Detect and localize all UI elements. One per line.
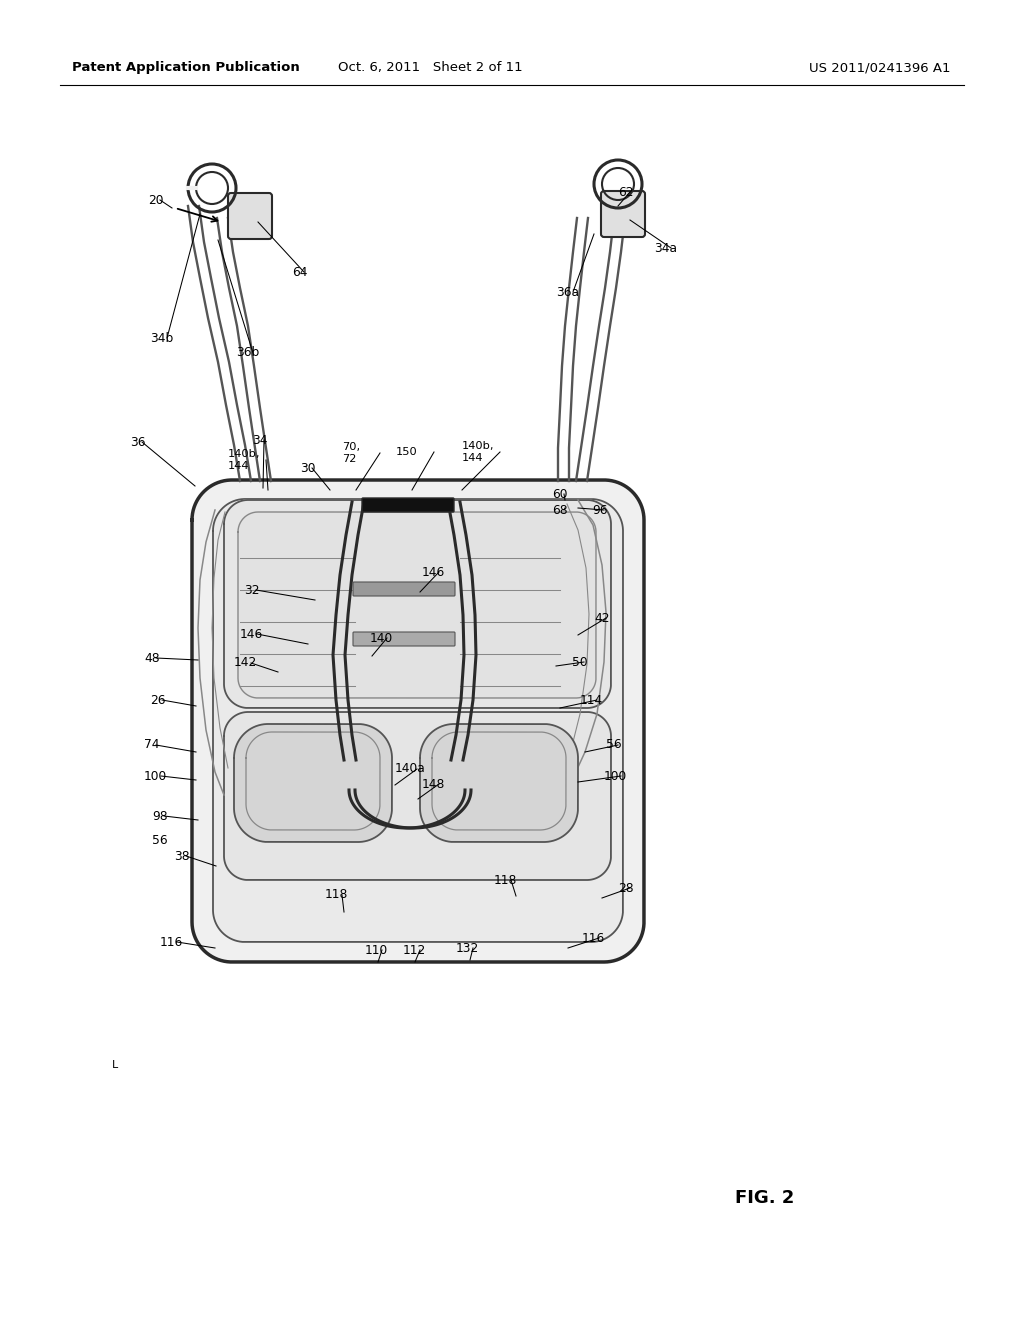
Polygon shape	[224, 711, 611, 880]
Text: 28: 28	[618, 882, 634, 895]
Text: 148: 148	[422, 777, 445, 791]
Text: US 2011/0241396 A1: US 2011/0241396 A1	[809, 62, 950, 74]
Text: 146: 146	[422, 565, 445, 578]
Text: 140a: 140a	[395, 763, 426, 776]
Text: 50: 50	[572, 656, 588, 668]
Text: 98: 98	[152, 809, 168, 822]
Text: 118: 118	[325, 888, 348, 902]
Text: 20: 20	[148, 194, 164, 206]
Text: 30: 30	[300, 462, 315, 474]
Text: 116: 116	[582, 932, 605, 945]
Text: 150: 150	[396, 447, 418, 457]
Text: 100: 100	[144, 770, 167, 783]
Text: 96: 96	[592, 503, 607, 516]
Text: 42: 42	[594, 611, 609, 624]
Text: 56: 56	[152, 833, 168, 846]
Text: 140: 140	[370, 631, 393, 644]
Text: 142: 142	[234, 656, 257, 669]
Text: 62: 62	[618, 186, 634, 198]
Text: Patent Application Publication: Patent Application Publication	[72, 62, 300, 74]
Text: 116: 116	[160, 936, 183, 949]
Text: 112: 112	[403, 944, 426, 957]
Text: 146: 146	[240, 627, 263, 640]
Text: Oct. 6, 2011   Sheet 2 of 11: Oct. 6, 2011 Sheet 2 of 11	[338, 62, 522, 74]
Text: 32: 32	[244, 583, 259, 597]
Text: 100: 100	[604, 770, 628, 783]
Text: 38: 38	[174, 850, 189, 862]
Text: 140b,
144: 140b, 144	[228, 449, 260, 471]
Text: 48: 48	[144, 652, 160, 664]
FancyBboxPatch shape	[353, 582, 455, 597]
Polygon shape	[213, 499, 623, 942]
Text: 34a: 34a	[654, 242, 677, 255]
Text: 110: 110	[365, 944, 388, 957]
Text: 26: 26	[150, 693, 166, 706]
Text: 36a: 36a	[556, 285, 579, 298]
Text: 64: 64	[292, 265, 307, 279]
FancyBboxPatch shape	[362, 498, 454, 512]
Polygon shape	[234, 723, 392, 842]
Polygon shape	[193, 480, 644, 962]
Text: 140b,
144: 140b, 144	[462, 441, 495, 463]
Text: 70,
72: 70, 72	[342, 442, 360, 465]
Text: 74: 74	[144, 738, 160, 751]
FancyBboxPatch shape	[601, 191, 645, 238]
Text: 118: 118	[494, 874, 517, 887]
Polygon shape	[224, 500, 611, 708]
Polygon shape	[238, 512, 596, 698]
Text: 114: 114	[580, 693, 603, 706]
FancyBboxPatch shape	[228, 193, 272, 239]
Text: 68: 68	[552, 503, 567, 516]
Text: 36b: 36b	[236, 346, 259, 359]
Polygon shape	[420, 723, 578, 842]
FancyBboxPatch shape	[353, 632, 455, 645]
Text: 34: 34	[252, 433, 267, 446]
Text: 36: 36	[130, 436, 145, 449]
Text: L: L	[112, 1060, 118, 1071]
Text: 34b: 34b	[150, 331, 173, 345]
Text: 132: 132	[456, 941, 479, 954]
Text: FIG. 2: FIG. 2	[735, 1189, 795, 1206]
Text: 60: 60	[552, 487, 567, 500]
Text: 56: 56	[606, 738, 622, 751]
